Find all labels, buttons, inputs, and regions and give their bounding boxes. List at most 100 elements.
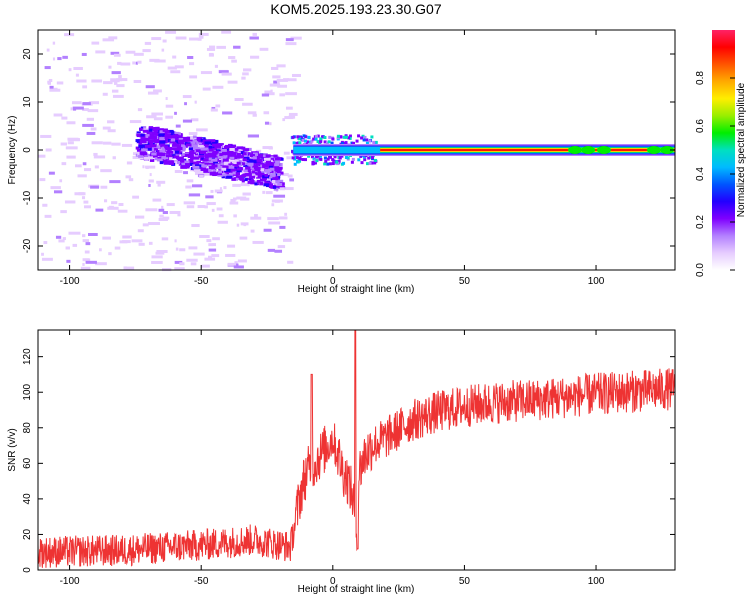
spectrogram-blob-cell xyxy=(277,173,281,177)
spectrogram-noise-cell xyxy=(102,92,108,96)
spectrogram-blob-cell xyxy=(253,174,258,178)
spectrogram-noise-cell xyxy=(111,142,121,146)
spectrogram-noise-cell xyxy=(271,203,275,207)
spectrogram-noise-cell xyxy=(90,185,100,189)
spectrogram-noise-cell xyxy=(174,169,183,173)
spectrogram-blob-cell xyxy=(259,153,263,157)
snr-y-ticks: 0 20 40 60 80 100 120 xyxy=(22,348,675,573)
spectrogram-blob-cell xyxy=(225,165,231,169)
spectrogram-noise-cell xyxy=(242,72,249,76)
colorbar-tick-label: 0.6 xyxy=(695,119,706,133)
spectrogram-transition-cell xyxy=(344,135,348,139)
spectrogram-blob-cell xyxy=(200,147,208,151)
spectrogram-blob-cell xyxy=(203,162,210,166)
spectrogram-y-tick-label: -10 xyxy=(22,190,33,205)
spectrogram-blob-cell xyxy=(182,139,188,143)
spectrogram-blob-cell xyxy=(255,172,262,176)
spectrogram-blob-cell xyxy=(214,145,222,149)
spectrogram-noise-cell xyxy=(198,35,204,39)
spectrogram-blob-cell xyxy=(247,180,255,184)
spectrogram-blob-cell xyxy=(181,162,185,166)
spectrogram-noise-cell xyxy=(172,55,177,59)
spectrogram-transition-cell xyxy=(357,158,361,162)
spectrogram-noise-cell xyxy=(65,146,78,150)
spectrogram-noise-cell xyxy=(285,106,293,110)
spectrogram-noise-cell xyxy=(162,216,170,220)
spectrogram-blob-cell xyxy=(254,180,259,184)
spectrogram-blob-cell xyxy=(280,157,284,161)
spectrogram-noise-cell xyxy=(268,221,281,225)
spectrogram-noise-cell xyxy=(45,148,52,152)
spectrogram-blob-cell xyxy=(180,144,186,148)
spectrogram-blob-cell xyxy=(179,146,187,150)
spectrogram-blob-cell xyxy=(170,154,176,158)
spectrogram-blob-cell xyxy=(232,147,239,151)
colorbar-gradient xyxy=(712,30,735,270)
spectrogram-transition-cell xyxy=(310,155,314,159)
spectrogram-transition-cell xyxy=(368,139,372,143)
spectrogram-noise-cell xyxy=(184,102,187,106)
spectrogram-noise-cell xyxy=(82,162,87,166)
spectrogram-blob-cell xyxy=(149,127,156,131)
spectrogram-blob-cell xyxy=(148,139,155,143)
spectrogram-y-tick-label: 10 xyxy=(22,96,33,108)
spectrogram-noise-cell xyxy=(230,198,236,202)
spectrogram-noise-cell xyxy=(182,95,192,99)
spectrogram-noise-cell xyxy=(212,243,216,247)
spectrogram-blob-cell xyxy=(242,167,248,171)
spectrogram-noise-cell xyxy=(210,108,218,112)
spectrogram-y-ticks: -20 -10 0 10 20 xyxy=(22,48,675,253)
spectrogram-transition-cell xyxy=(311,162,315,166)
spectrogram-transition-cell xyxy=(309,142,313,146)
spectrogram-transition-cell xyxy=(323,156,327,160)
spectrogram-noise-cell xyxy=(82,239,89,243)
spectrogram-noise-cell xyxy=(156,250,168,254)
spectrogram-blob-cell xyxy=(182,165,190,169)
spectrogram-noise-cell xyxy=(82,108,89,112)
spectrogram-blob-cell xyxy=(149,158,155,162)
spectrogram-noise-cell xyxy=(67,141,74,145)
spectrogram-blob-cell xyxy=(272,175,279,179)
spectrogram-blob-cell xyxy=(198,139,202,143)
spectrogram-transition-cell xyxy=(291,150,295,154)
spectrogram-blob-cell xyxy=(199,143,205,147)
spectrogram-blob-cell xyxy=(279,187,285,191)
spectrogram-noise-cell xyxy=(75,73,79,77)
spectrogram-noise-cell xyxy=(68,231,81,235)
spectrogram-noise-cell xyxy=(227,244,236,248)
spectrogram-blob-cell xyxy=(140,136,146,140)
spectrogram-transition-cell xyxy=(296,159,300,163)
spectrogram-noise-cell xyxy=(146,115,157,119)
spectrogram-noise-cell xyxy=(243,68,252,72)
spectrogram-transition-cell xyxy=(360,136,364,140)
spectrogram-noise-cell xyxy=(247,111,257,115)
spectrogram-blob-cell xyxy=(263,183,270,187)
spectrogram-noise-cell xyxy=(269,83,281,87)
spectrogram-x-ticks: -100 -50 0 50 100 xyxy=(60,30,605,287)
spectrogram-noise-cell xyxy=(215,104,221,108)
spectrogram-noise-cell xyxy=(55,235,62,239)
spectrogram-blob-cell xyxy=(159,149,166,153)
spectrogram-blob-cell xyxy=(256,175,261,179)
spectrogram-transition-cell xyxy=(333,155,337,159)
spectrogram-noise-cell xyxy=(147,222,160,226)
colorbar-tick-label: 0.4 xyxy=(695,167,706,181)
spectrogram-transition-cell xyxy=(316,134,320,138)
spectrogram-noise-cell xyxy=(53,113,63,117)
spectrogram-noise-cell xyxy=(100,185,108,189)
spectrogram-noise-cell xyxy=(165,104,174,108)
spectrogram-noise-cell xyxy=(110,51,120,55)
spectrogram-blob-cell xyxy=(241,159,247,163)
spectrogram-blob-cell xyxy=(164,147,170,151)
spectrogram-noise-cell xyxy=(185,185,192,189)
spectrogram-noise-cell xyxy=(262,146,273,150)
spectrogram-blob-cell xyxy=(164,130,170,134)
spectrogram-noise-cell xyxy=(208,243,213,247)
spectrogram-noise-cell xyxy=(273,194,286,198)
spectrogram-noise-cell xyxy=(271,199,283,203)
spectrogram-blob-cell xyxy=(158,143,166,147)
spectrogram-noise-cell xyxy=(77,174,87,178)
spectrogram-blob-cell xyxy=(188,147,195,151)
spectrogram-y-label: Frequency (Hz) xyxy=(7,116,18,185)
spectrogram-transition-cell xyxy=(301,138,305,142)
